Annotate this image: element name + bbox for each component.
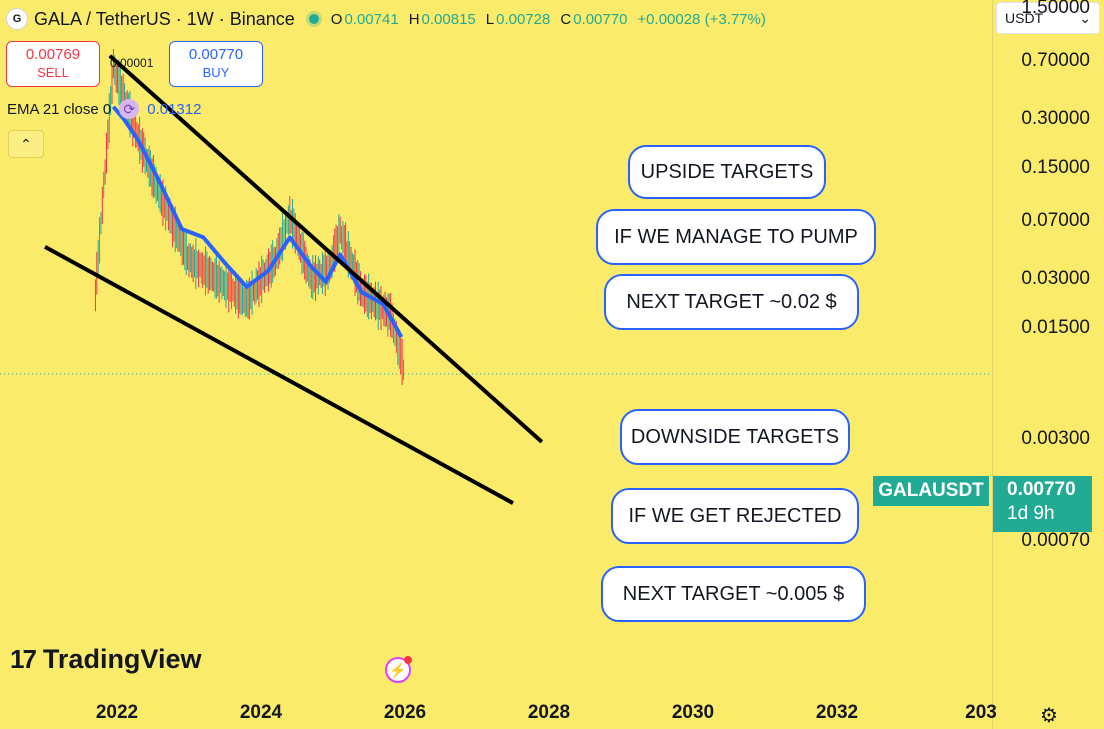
buy-button[interactable]: 0.00770 BUY	[169, 41, 263, 87]
upper-trendline	[108, 54, 544, 444]
time-axis-label: 2028	[527, 702, 571, 723]
ohlc-close-key: C	[560, 10, 572, 28]
ohlc-low: 0.00728	[496, 10, 551, 28]
currency-value: USDT	[1005, 10, 1044, 26]
ohlc-close: 0.00770	[573, 10, 628, 28]
price-axis-label: 0.70000	[1021, 49, 1090, 71]
ohlc-open: 0.00741	[344, 10, 399, 28]
annotation-upside-targets[interactable]: UPSIDE TARGETS	[628, 145, 826, 199]
price-axis-label: 0.03000	[1021, 268, 1090, 290]
annotation-if-rejected[interactable]: IF WE GET REJECTED	[611, 488, 859, 544]
ohlc-open-key: O	[330, 10, 343, 28]
price-axis-label: 1.50000	[1021, 0, 1090, 18]
chevron-down-icon: ⌄	[1079, 9, 1091, 26]
symbol-header: G GALA / TetherUS · 1W · Binance O 0.0074…	[6, 6, 774, 32]
currency-select[interactable]: USDT ⌄	[996, 2, 1100, 34]
current-price-tag: 0.00770 1d 9h	[993, 476, 1092, 532]
ohlc-high-key: H	[408, 10, 420, 28]
annotation-if-pump[interactable]: IF WE MANAGE TO PUMP	[596, 209, 876, 265]
time-axis-label: 203	[965, 702, 997, 723]
buy-label: BUY	[202, 65, 230, 80]
symbol-title[interactable]: GALA / TetherUS · 1W · Binance	[34, 8, 295, 29]
spread-value: 0.00001	[110, 56, 154, 70]
current-price: 0.00770	[1007, 479, 1076, 500]
time-axis-label: 2026	[383, 702, 427, 723]
sell-label: SELL	[37, 65, 69, 80]
bar-countdown: 1d 9h	[1007, 503, 1055, 524]
time-axis-label: 2024	[239, 702, 283, 723]
collapse-legend-button[interactable]: ⌃	[8, 130, 44, 158]
market-open-icon	[308, 14, 319, 24]
refresh-icon[interactable]: ⟳	[119, 99, 140, 119]
price-axis-label: 0.15000	[1021, 156, 1090, 178]
buy-price: 0.00770	[188, 46, 244, 63]
time-axis-label: 2022	[95, 702, 139, 723]
indicator-value: 0.01312	[147, 100, 202, 118]
tradingview-mark-icon: 17	[10, 644, 37, 674]
time-axis-label: 2030	[671, 702, 715, 723]
indicator-label: EMA 21 close 0	[7, 100, 112, 118]
lower-trendline	[44, 245, 514, 505]
ohlc-low-key: L	[485, 10, 495, 28]
sell-price: 0.00769	[25, 46, 81, 63]
price-axis-label: 0.00300	[1021, 428, 1090, 450]
ohlc-values: O 0.00741 H 0.00815 L 0.00728 C 0.00770 +0.0…	[331, 11, 774, 28]
time-axis-label: 2032	[815, 702, 859, 723]
ohlc-change: +0.00028 (+3.77%)	[637, 10, 766, 28]
settings-icon[interactable]: ⚙	[1040, 705, 1058, 727]
tradingview-logo[interactable]: 17 TradingView	[10, 644, 201, 675]
gala-logo-icon: G	[6, 8, 28, 30]
sell-button[interactable]: 0.00769 SELL	[6, 41, 100, 87]
ema-indicator-legend[interactable]: EMA 21 close 0 ⟳ 0.01312	[7, 99, 201, 119]
price-axis-label: 0.07000	[1021, 209, 1090, 231]
tradingview-wordmark: TradingView	[42, 644, 202, 674]
ticker-tag: GALAUSDT	[873, 476, 989, 506]
notification-dot	[404, 656, 412, 664]
price-axis-label: 0.00070	[1021, 529, 1090, 551]
price-axis-separator	[992, 0, 993, 729]
annotation-next-target-up[interactable]: NEXT TARGET ~0.02 $	[604, 274, 859, 330]
ohlc-high: 0.00815	[421, 10, 476, 28]
chevron-up-icon: ⌃	[20, 135, 32, 152]
annotation-next-target-down[interactable]: NEXT TARGET ~0.005 $	[601, 566, 866, 622]
price-axis-label: 0.30000	[1021, 108, 1090, 130]
price-axis-label: 0.01500	[1021, 316, 1090, 338]
annotation-downside-targets[interactable]: DOWNSIDE TARGETS	[620, 409, 850, 465]
